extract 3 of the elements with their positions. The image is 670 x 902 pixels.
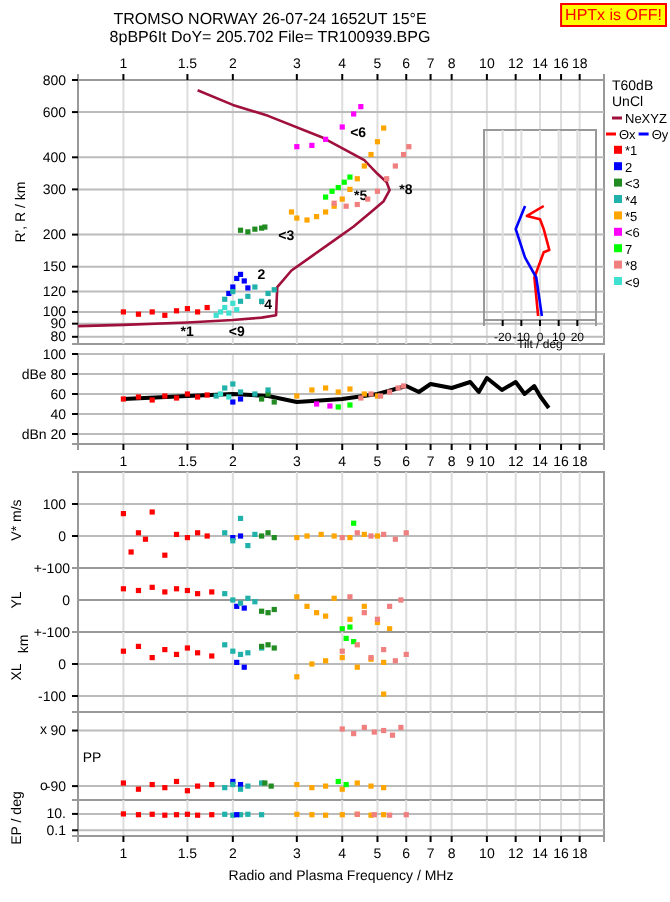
chart-title: TROMSO NORWAY 26-07-24 1652UT 15°E (113, 10, 427, 28)
chart-subtitle: 8pBP6It DoY= 205.702 File= TR100939.BPG (109, 28, 431, 46)
text: HPTx is OFF! (565, 6, 662, 24)
